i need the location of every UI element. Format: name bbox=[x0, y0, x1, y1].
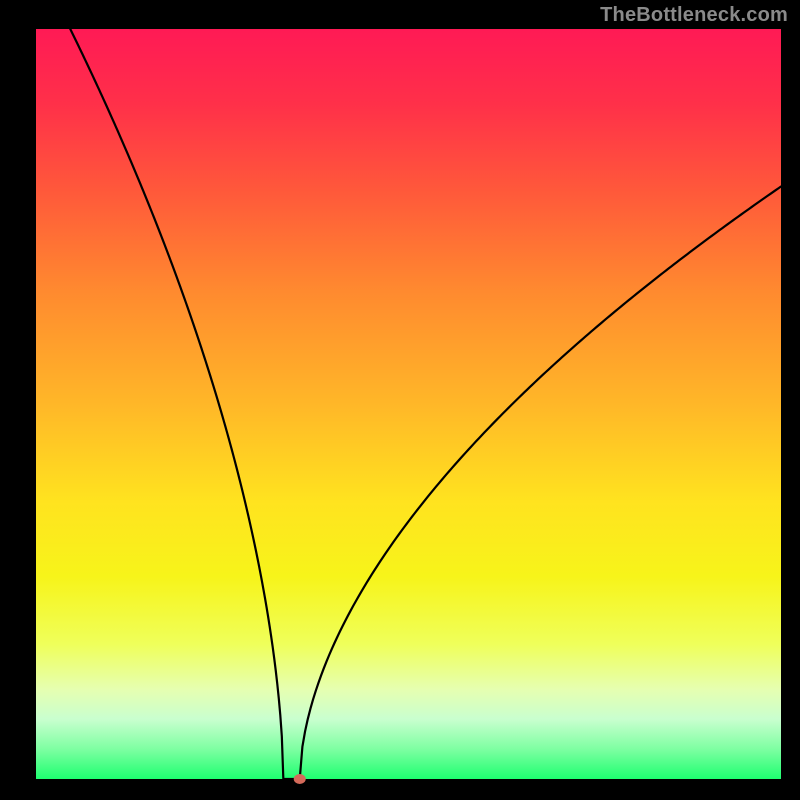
watermark-text: TheBottleneck.com bbox=[600, 4, 788, 27]
chart-svg bbox=[0, 0, 800, 800]
bottleneck-chart bbox=[0, 0, 800, 800]
optimum-marker bbox=[294, 774, 306, 784]
plot-background bbox=[36, 29, 781, 779]
